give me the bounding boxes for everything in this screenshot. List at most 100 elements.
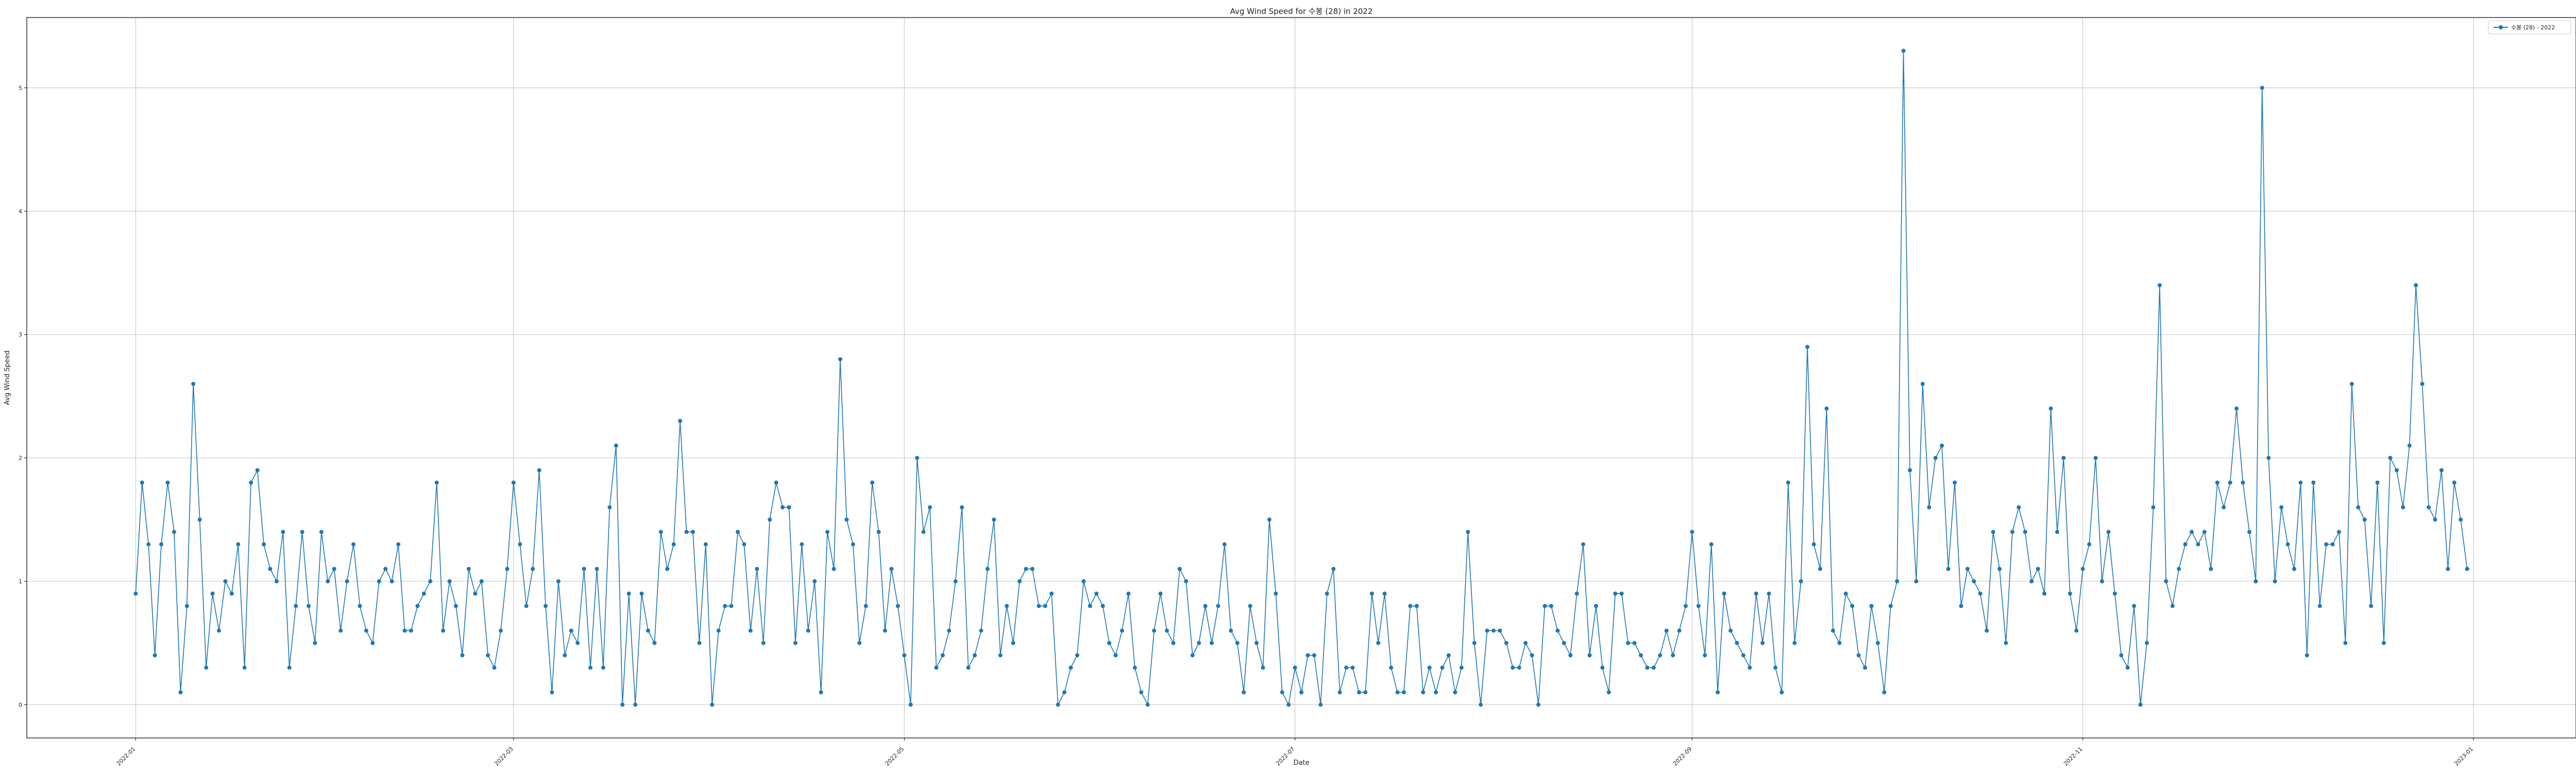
data-point: [1395, 690, 1400, 695]
data-point: [2125, 665, 2130, 670]
data-point: [249, 480, 253, 485]
data-point: [690, 530, 695, 534]
data-point: [915, 456, 920, 460]
data-point: [2433, 517, 2437, 522]
data-point: [2177, 567, 2181, 571]
data-point: [1664, 628, 1669, 633]
data-point: [1799, 579, 1803, 583]
data-point: [1043, 603, 1047, 608]
data-point: [409, 628, 413, 633]
data-point: [1908, 468, 1912, 473]
data-point: [1209, 641, 1214, 645]
data-point: [1369, 591, 1374, 596]
data-point: [204, 665, 209, 670]
data-point: [755, 567, 759, 571]
data-point: [326, 579, 330, 583]
data-point: [486, 653, 490, 658]
data-point: [1574, 591, 1579, 596]
data-point: [979, 628, 984, 633]
data-point: [2112, 591, 2117, 596]
data-point: [723, 603, 727, 608]
data-point: [985, 567, 990, 571]
data-point: [1421, 690, 1426, 695]
data-point: [1222, 542, 1227, 547]
y-tick-label: 4: [19, 208, 22, 215]
data-point: [479, 579, 484, 583]
data-point: [2119, 653, 2124, 658]
data-point: [165, 480, 170, 485]
data-point: [364, 628, 368, 633]
data-point: [389, 579, 394, 583]
data-point: [1344, 665, 1348, 670]
data-point: [1536, 702, 1540, 707]
data-point: [140, 480, 144, 485]
data-point: [2266, 456, 2271, 460]
data-point: [1972, 579, 1976, 583]
data-point: [2004, 641, 2008, 645]
data-point: [2241, 480, 2245, 485]
data-point: [313, 641, 317, 645]
data-point: [1856, 653, 1861, 658]
data-point: [633, 702, 638, 707]
data-point: [851, 542, 855, 547]
data-point: [2061, 456, 2066, 460]
data-point: [2010, 530, 2014, 534]
data-point: [178, 690, 183, 695]
data-point: [2414, 283, 2418, 288]
data-point: [2420, 382, 2425, 386]
data-point: [460, 653, 465, 658]
data-point: [383, 567, 388, 571]
data-point: [223, 579, 228, 583]
data-point: [1690, 530, 1694, 534]
data-point: [1139, 690, 1144, 695]
data-point: [607, 505, 612, 510]
data-point: [191, 382, 196, 386]
data-point: [1479, 702, 1483, 707]
data-point: [1331, 567, 1336, 571]
data-point: [262, 542, 266, 547]
data-point: [2465, 567, 2469, 571]
data-point: [537, 468, 541, 473]
data-point: [870, 480, 874, 485]
data-point: [1255, 641, 1259, 645]
data-point: [210, 591, 215, 596]
data-point: [2087, 542, 2092, 547]
data-point: [358, 603, 362, 608]
data-point: [665, 567, 670, 571]
data-point: [1965, 567, 1970, 571]
data-point: [544, 603, 548, 608]
data-point: [2298, 480, 2303, 485]
data-point: [441, 628, 446, 633]
data-point: [1594, 603, 1598, 608]
data-point: [902, 653, 907, 658]
data-point: [281, 530, 285, 534]
data-point: [2093, 456, 2098, 460]
data-point: [1696, 603, 1701, 608]
grid: [27, 18, 2576, 738]
data-point: [1037, 603, 1041, 608]
data-point: [2074, 628, 2079, 633]
data-point: [1511, 665, 1515, 670]
data-point: [2382, 641, 2386, 645]
data-point: [1024, 567, 1028, 571]
data-point: [2427, 505, 2431, 510]
data-point: [197, 517, 202, 522]
data-point: [1280, 690, 1284, 695]
data-point: [1709, 542, 1714, 547]
y-axis-label: Avg Wind Speed: [4, 350, 11, 405]
data-point: [1953, 480, 1957, 485]
data-point: [550, 690, 554, 695]
series-layer: [133, 48, 2469, 707]
data-point: [1683, 603, 1688, 608]
data-point: [473, 591, 478, 596]
data-point: [1466, 530, 1470, 534]
data-point: [1062, 690, 1066, 695]
data-point: [229, 591, 234, 596]
data-point: [2164, 579, 2168, 583]
data-point: [2036, 567, 2040, 571]
data-point: [1152, 628, 1157, 633]
data-point: [1325, 591, 1329, 596]
data-point: [2228, 480, 2232, 485]
data-point: [2222, 505, 2226, 510]
